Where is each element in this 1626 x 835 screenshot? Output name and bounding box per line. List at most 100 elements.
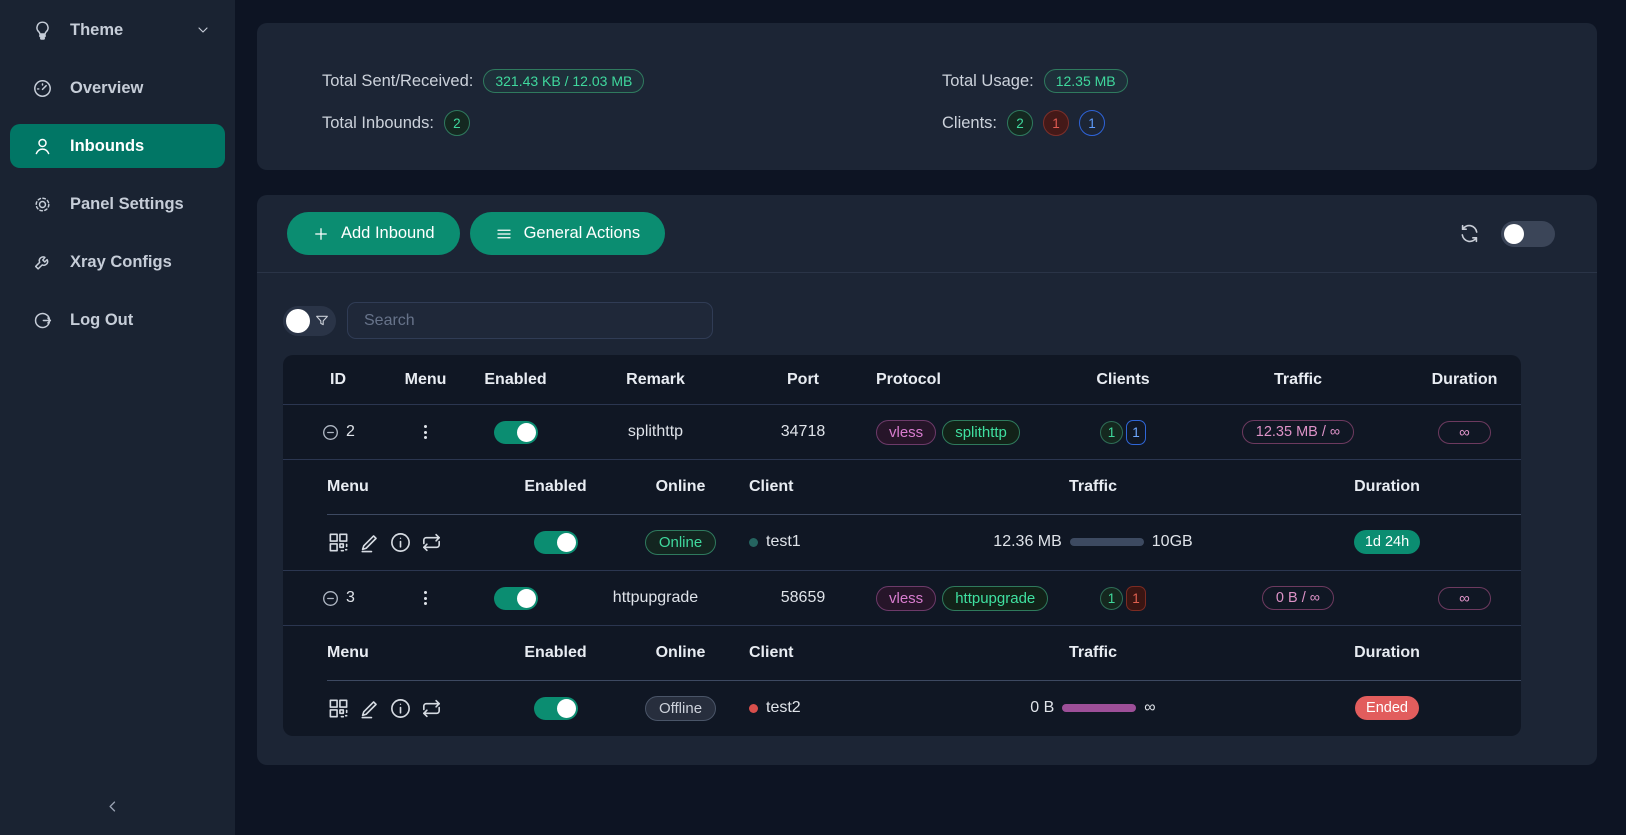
inbound-port: 34718: [780, 423, 826, 440]
sidebar-item-inbounds[interactable]: Inbounds: [10, 124, 225, 168]
refresh-icon[interactable]: [1458, 222, 1481, 245]
client-header-row: Menu Enabled Online Client Traffic Durat…: [283, 625, 1521, 680]
gear-icon: [35, 196, 50, 212]
sidebar-item-label: Log Out: [70, 310, 134, 329]
search-input[interactable]: [347, 302, 713, 339]
inbound-row-3: 3 httpupgrade 58659 vless httpupgrade 1 …: [283, 570, 1521, 625]
sidebar-item-theme[interactable]: Theme: [10, 8, 225, 52]
auto-refresh-toggle[interactable]: [1501, 220, 1555, 247]
chevron-down-icon: [198, 27, 208, 33]
add-inbound-button[interactable]: Add Inbound: [287, 212, 460, 255]
qr-code-icon[interactable]: [327, 697, 350, 720]
sidebar-item-logout[interactable]: Log Out: [10, 298, 225, 342]
client-expired-badge: 1: [1126, 585, 1146, 611]
stat-label: Total Inbounds:: [322, 113, 434, 132]
client-duration-badge: 1d 24h: [1353, 530, 1421, 554]
inbound-row-2: 2 splithttp 34718 vless splithttp 1 1 12…: [283, 404, 1521, 459]
repeat-icon[interactable]: [420, 697, 443, 720]
client-col-online: Online: [655, 644, 706, 661]
stat-total-inbounds: Total Inbounds: 2: [322, 110, 942, 136]
client-count-badge: 1: [1100, 420, 1123, 444]
stat-total-usage: Total Usage: 12.35 MB: [942, 69, 1597, 93]
col-header-enabled: Enabled: [484, 370, 547, 388]
inbound-enabled-toggle[interactable]: [493, 586, 538, 610]
collapse-row-icon[interactable]: [321, 423, 340, 442]
funnel-icon: [314, 313, 330, 329]
col-header-id: ID: [330, 370, 346, 388]
qr-code-icon[interactable]: [327, 531, 350, 554]
client-col-menu: Menu: [327, 478, 369, 495]
main-content: Total Sent/Received: 321.43 KB / 12.03 M…: [235, 0, 1626, 835]
clients-online-badge: 1: [1079, 110, 1106, 136]
row-menu-icon[interactable]: [424, 591, 427, 605]
col-header-duration: Duration: [1431, 370, 1498, 388]
inbound-duration-badge: ∞: [1438, 586, 1491, 610]
sent-received-badge: 321.43 KB / 12.03 MB: [483, 69, 645, 93]
general-actions-button[interactable]: General Actions: [469, 212, 666, 255]
repeat-icon[interactable]: [420, 531, 443, 554]
col-header-port: Port: [787, 370, 819, 388]
menu-lines-icon: [496, 229, 511, 238]
client-traffic-used: 12.36 MB: [993, 533, 1062, 550]
edit-pencil-icon[interactable]: [358, 531, 381, 554]
add-inbound-label: Add Inbound: [341, 224, 435, 242]
sidebar-item-label: Panel Settings: [70, 194, 184, 213]
client-col-client: Client: [749, 478, 794, 495]
inbound-enabled-toggle[interactable]: [493, 420, 538, 444]
sidebar: Theme Overview Inbounds Panel Settings X…: [0, 0, 235, 835]
client-enabled-toggle[interactable]: [533, 696, 578, 720]
sidebar-collapse-button[interactable]: [103, 797, 122, 821]
info-icon[interactable]: [389, 531, 412, 554]
client-row-test2: Offline test2 0 B ∞ Ended: [283, 680, 1521, 736]
client-status-badge: Offline: [644, 695, 717, 721]
collapse-row-icon[interactable]: [321, 589, 340, 608]
lightbulb-icon: [36, 20, 49, 40]
total-inbounds-badge: 2: [443, 110, 470, 136]
client-status-badge: Online: [644, 529, 717, 555]
client-status-dot: [749, 703, 758, 713]
wrench-icon: [34, 255, 49, 270]
client-duration-badge: Ended: [1355, 696, 1419, 720]
sidebar-item-label: Inbounds: [70, 136, 145, 155]
client-col-client: Client: [749, 644, 794, 661]
client-col-menu: Menu: [327, 644, 369, 661]
info-icon[interactable]: [389, 697, 412, 720]
clients-expired-badge: 1: [1043, 110, 1070, 136]
client-name: test1: [766, 533, 801, 550]
client-row-test1: Online test1 12.36 MB 10GB 1d 24h: [283, 514, 1521, 570]
edit-pencil-icon[interactable]: [358, 697, 381, 720]
sidebar-item-xray-configs[interactable]: Xray Configs: [10, 240, 225, 284]
client-col-duration: Duration: [1354, 644, 1420, 661]
sidebar-item-label: Theme: [70, 20, 124, 39]
col-header-clients: Clients: [1096, 370, 1150, 388]
stat-label: Total Usage:: [942, 71, 1034, 90]
client-header-row: Menu Enabled Online Client Traffic Durat…: [283, 459, 1521, 514]
stat-label: Total Sent/Received:: [322, 71, 474, 90]
stat-label: Clients:: [942, 113, 998, 132]
client-col-enabled: Enabled: [524, 644, 587, 661]
client-online-badge: 1: [1126, 419, 1146, 445]
sidebar-item-label: Overview: [70, 78, 144, 97]
client-traffic-total: 10GB: [1151, 533, 1193, 550]
stat-sent-received: Total Sent/Received: 321.43 KB / 12.03 M…: [322, 69, 942, 93]
client-status-dot: [749, 537, 758, 547]
sidebar-item-panel-settings[interactable]: Panel Settings: [10, 182, 225, 226]
chevron-left-icon: [109, 801, 116, 812]
inbound-traffic-badge: 12.35 MB / ∞: [1241, 420, 1355, 444]
col-header-protocol: Protocol: [876, 370, 941, 388]
protocol-badge: vless: [876, 585, 937, 611]
inbounds-table: ID Menu Enabled Remark Port Protocol Cli…: [283, 355, 1521, 736]
col-header-remark: Remark: [626, 370, 685, 388]
client-traffic-progress: [1069, 538, 1144, 546]
filter-toggle[interactable]: [283, 305, 336, 336]
client-traffic-used: 0 B: [1030, 699, 1055, 716]
inbound-remark: splithttp: [627, 423, 684, 440]
client-enabled-toggle[interactable]: [533, 530, 578, 554]
toolbar: Add Inbound General Actions: [257, 195, 1597, 273]
table-header-row: ID Menu Enabled Remark Port Protocol Cli…: [283, 355, 1521, 404]
client-col-traffic: Traffic: [1068, 644, 1117, 661]
inbound-id: 2: [346, 423, 355, 440]
dashboard-icon: [34, 79, 51, 97]
sidebar-item-overview[interactable]: Overview: [10, 66, 225, 110]
row-menu-icon[interactable]: [424, 425, 427, 439]
